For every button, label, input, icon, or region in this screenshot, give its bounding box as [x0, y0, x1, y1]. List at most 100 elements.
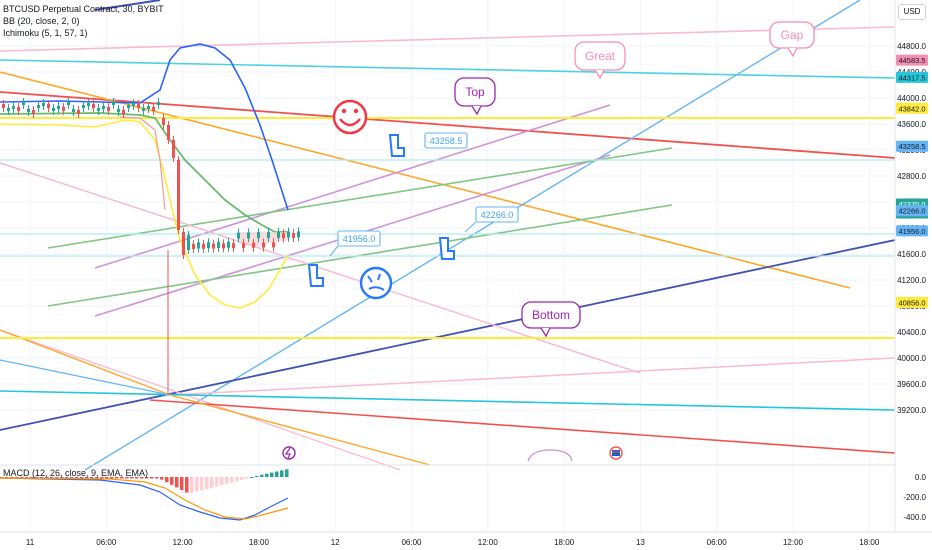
candle-body [177, 160, 180, 230]
price-label-box [896, 140, 928, 152]
flag-icon [609, 446, 623, 460]
price-label-box [896, 296, 928, 308]
candle-body [272, 242, 275, 248]
grid [0, 0, 895, 532]
time-axis-bg [0, 532, 932, 550]
price-tick-label: 39600.0 [897, 380, 926, 389]
trend-line-pink-top [0, 26, 896, 52]
candle-body [237, 232, 240, 239]
currency-button[interactable]: USD [898, 4, 926, 20]
callout-partial-bottom [527, 449, 573, 462]
price-label-box [896, 225, 928, 237]
price-tick-label: 42800.0 [897, 172, 926, 181]
candle-body [262, 242, 265, 248]
macd-histogram-bar [200, 477, 204, 491]
emoji-icons [282, 99, 623, 462]
macd-histogram-bar [185, 477, 189, 493]
macd-histogram-bar [240, 477, 244, 480]
callout-top: Top [454, 77, 496, 116]
macd-histogram-bar [175, 477, 179, 488]
price-tick-label: 39200.0 [897, 406, 926, 415]
callouts: Great Gap Top Bottom 43258.5 [329, 21, 815, 338]
trend-line-red [0, 91, 896, 159]
candle-body [287, 231, 290, 238]
time-tick-label: 18:00 [554, 538, 575, 547]
macd-histogram-bar [45, 477, 49, 479]
candle-body [232, 243, 235, 249]
time-tick-label: 06:00 [96, 538, 117, 547]
candle-body [7, 108, 10, 111]
trend-line-pink-low [169, 357, 896, 396]
candle-body [162, 118, 165, 125]
candle-body [167, 125, 170, 140]
macd-histogram-bar [60, 477, 64, 479]
macd-histogram-bar [125, 477, 129, 479]
macd-histogram-bar [65, 477, 69, 479]
macd-histogram-bar [280, 470, 284, 477]
candle-body [182, 232, 185, 255]
candle-body [267, 232, 270, 238]
candle-body [192, 244, 195, 249]
trend-line-pink-fan [0, 329, 401, 471]
macd-histogram-bar [235, 477, 239, 482]
macd-histogram-bar [285, 469, 289, 477]
candle-body [112, 102, 115, 105]
trend-line-orange [0, 71, 851, 289]
candle-body [242, 243, 245, 248]
price-tick-label: 43600.0 [897, 120, 926, 129]
trend-line-orange-low [0, 329, 171, 396]
candle-body [27, 109, 30, 112]
time-tick-label: 12:00 [478, 538, 499, 547]
callout-top-text: Top [465, 85, 485, 99]
candles [2, 98, 300, 395]
candle-body [197, 242, 200, 249]
macd-histogram-bar [130, 477, 134, 479]
macd-histogram-bar [55, 477, 59, 479]
price-label-text: 42370.0 [898, 200, 925, 209]
candle-body [152, 107, 155, 111]
time-tick-label: 13 [636, 538, 645, 547]
price-label-text: 41956.0 [898, 227, 925, 236]
legend-ichimoku[interactable]: Ichimoku (5, 1, 57, 1) [3, 28, 88, 38]
callout-bottom-text: Bottom [532, 308, 570, 322]
macd-histogram-bar [260, 474, 264, 477]
macd-histogram-bar [220, 477, 224, 486]
callout-gap: Gap [769, 21, 815, 58]
candle-body [37, 105, 40, 108]
candle-body [57, 106, 60, 109]
trend-line-blue-long [84, 0, 861, 471]
candle-body [32, 110, 35, 114]
bb-lower-band [0, 119, 289, 309]
price-label-text: 40856.0 [898, 298, 925, 307]
callout-43258: 43258.5 [424, 132, 468, 149]
hand-pointer-icon-3 [438, 237, 455, 260]
callout-42266: 42266.0 [464, 206, 519, 233]
trend-line-cyan-low [0, 390, 896, 411]
macd-histogram-bar [105, 477, 109, 479]
legend-bb[interactable]: BB (20, close, 2, 0) [3, 16, 80, 26]
price-label-text: 44583.5 [898, 56, 925, 65]
macd-histogram-bar [50, 477, 54, 479]
trend-line-orange-fan [169, 394, 431, 466]
macd-histogram-bar [210, 477, 214, 488]
callout-bottom: Bottom [521, 301, 581, 338]
candle-body [127, 105, 130, 108]
price-tick-label: 40400.0 [897, 328, 926, 337]
candle-body [72, 109, 75, 112]
candle-body [137, 104, 140, 108]
legend-macd[interactable]: MACD (12, 26, close, 9, EMA, EMA) [3, 468, 149, 478]
macd-histogram-bar [40, 477, 44, 479]
price-tick-label: 44800.0 [897, 42, 926, 51]
price-label-text: 42266.0 [898, 207, 925, 216]
time-tick-label: 18:00 [249, 538, 270, 547]
macd-histogram-bar [275, 471, 279, 477]
macd-histogram-bar [215, 477, 219, 487]
macd-histogram-bar [110, 477, 114, 479]
macd-histogram [0, 469, 289, 493]
legend-symbol[interactable]: BTCUSD Perpetual Contract, 30, BYBIT [3, 4, 164, 14]
candle-body [92, 104, 95, 108]
confused-face-icon [359, 266, 393, 300]
macd-histogram-bar [155, 477, 159, 479]
